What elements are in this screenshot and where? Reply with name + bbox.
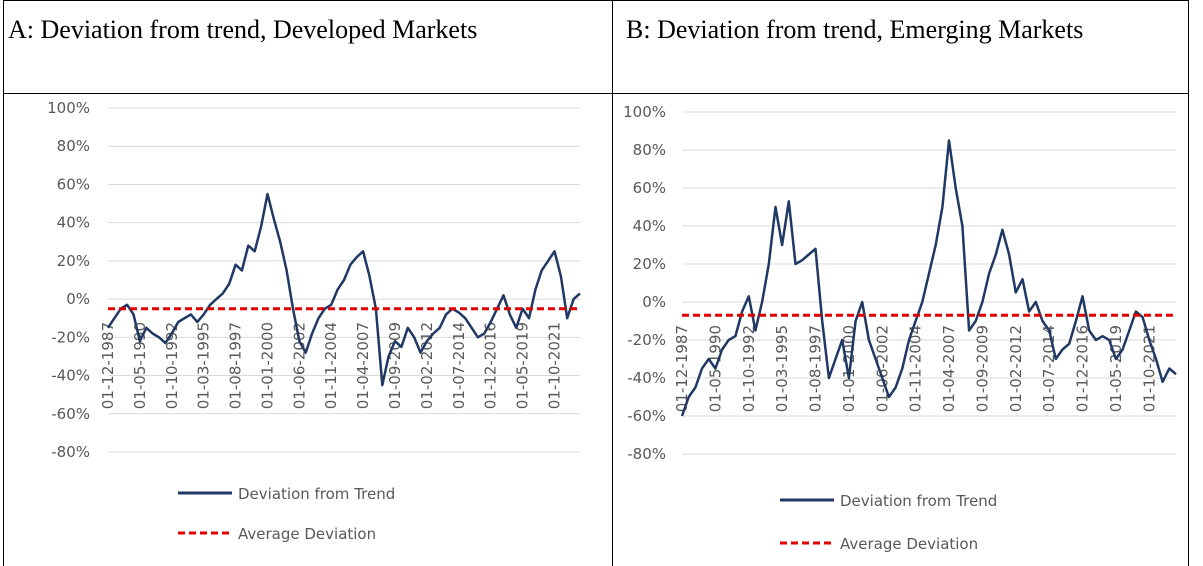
x-tick-label: 01-03-1995 xyxy=(195,322,213,409)
x-tick-label: 01-11-2004 xyxy=(907,325,925,412)
x-tick-label: 01-07-2014 xyxy=(450,322,468,409)
x-tick-label: 01-12-1987 xyxy=(673,325,691,412)
table-border xyxy=(612,0,613,566)
y-tick-label: 40% xyxy=(633,217,666,235)
x-tick-label: 01-09-2009 xyxy=(973,325,991,412)
x-tick-label: 01-08-1997 xyxy=(227,322,245,409)
legend-label: Deviation from Trend xyxy=(840,492,997,510)
table-border xyxy=(3,0,1189,1)
table-border xyxy=(3,0,4,566)
series-line xyxy=(106,192,581,387)
y-tick-label: -20% xyxy=(51,328,90,346)
x-tick-label: 01-08-1997 xyxy=(807,325,825,412)
table-border xyxy=(3,93,1189,94)
panel-title: A: Deviation from trend, Developed Marke… xyxy=(8,15,478,44)
y-tick-label: 100% xyxy=(623,103,666,121)
y-tick-label: -80% xyxy=(627,445,666,463)
x-tick-label: 01-04-2007 xyxy=(940,325,958,412)
y-tick-label: 40% xyxy=(57,214,90,232)
x-tick-label: 01-06-2002 xyxy=(873,325,891,412)
x-tick-label: 01-06-2002 xyxy=(290,322,308,409)
y-tick-label: -60% xyxy=(627,407,666,425)
y-tick-label: -40% xyxy=(627,369,666,387)
x-tick-label: 01-09-2009 xyxy=(386,322,404,409)
y-tick-label: 0% xyxy=(66,290,90,308)
x-tick-label: 01-02-2012 xyxy=(418,322,436,409)
legend-label: Deviation from Trend xyxy=(238,485,395,503)
table-border xyxy=(1188,0,1189,566)
x-tick-label: 01-07-2014 xyxy=(1040,325,1058,412)
x-tick-label: 01-12-2016 xyxy=(1074,325,1092,412)
x-tick-label: 01-10-2021 xyxy=(545,322,563,409)
x-tick-label: 01-04-2007 xyxy=(354,322,372,409)
x-tick-label: 01-10-1992 xyxy=(740,325,758,412)
y-tick-label: 20% xyxy=(633,255,666,273)
x-tick-label: 01-05-2019 xyxy=(514,322,532,409)
y-tick-label: -60% xyxy=(51,405,90,423)
x-tick-label: 01-10-2021 xyxy=(1140,325,1158,412)
x-tick-label: 01-05-1990 xyxy=(131,322,149,409)
series-line xyxy=(680,139,1177,417)
x-tick-label: 01-10-1992 xyxy=(163,322,181,409)
y-tick-label: 60% xyxy=(57,175,90,193)
y-tick-label: -40% xyxy=(51,367,90,385)
legend-label: Average Deviation xyxy=(238,525,376,543)
legend-label: Average Deviation xyxy=(840,535,978,553)
panel-title: B: Deviation from trend, Emerging Market… xyxy=(626,15,1084,44)
x-tick-label: 01-05-2019 xyxy=(1107,325,1125,412)
y-tick-label: 80% xyxy=(633,141,666,159)
x-tick-label: 01-01-2000 xyxy=(258,322,276,409)
x-tick-label: 01-02-2012 xyxy=(1007,325,1025,412)
y-tick-label: 20% xyxy=(57,252,90,270)
x-tick-label: 01-12-1987 xyxy=(99,322,117,409)
y-tick-label: -80% xyxy=(51,443,90,461)
y-tick-label: -20% xyxy=(627,331,666,349)
y-tick-label: 60% xyxy=(633,179,666,197)
x-tick-label: 01-12-2016 xyxy=(482,322,500,409)
y-tick-label: 0% xyxy=(642,293,666,311)
x-tick-label: 01-11-2004 xyxy=(322,322,340,409)
y-tick-label: 80% xyxy=(57,137,90,155)
x-tick-label: 01-03-1995 xyxy=(773,325,791,412)
y-tick-label: 100% xyxy=(47,99,90,117)
